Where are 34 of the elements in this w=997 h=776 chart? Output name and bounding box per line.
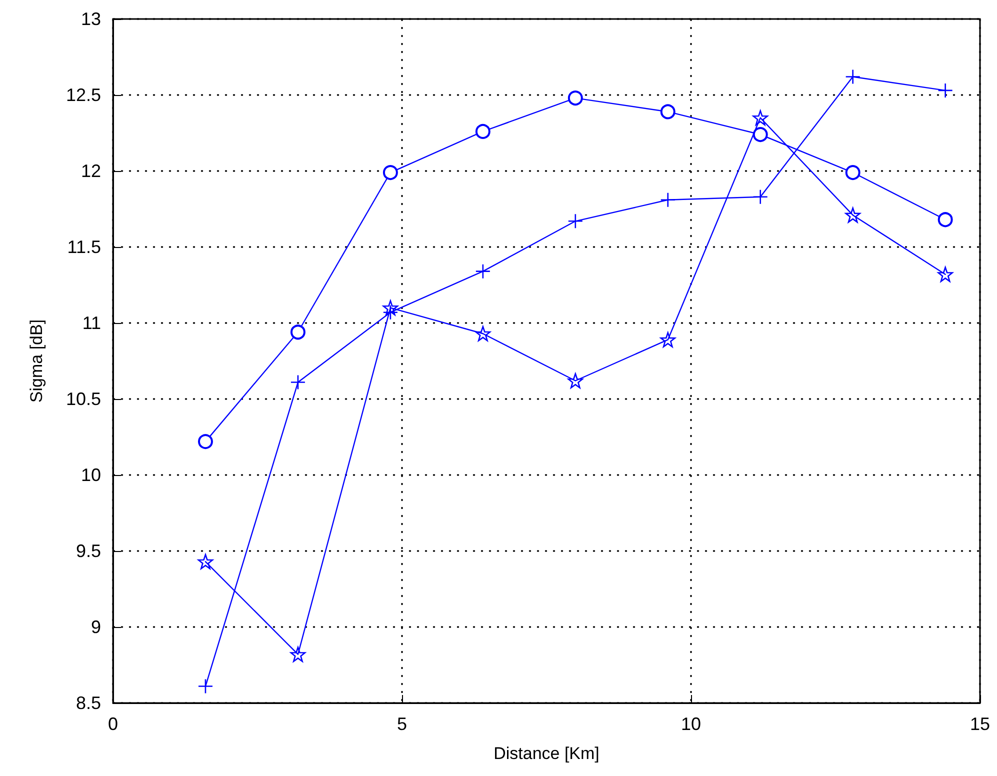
point: [660, 332, 676, 348]
point: [938, 212, 953, 228]
point: [290, 324, 306, 340]
y-tick-label: 9: [90, 617, 101, 637]
x-tick-label: 0: [108, 714, 118, 734]
point: [752, 110, 768, 126]
point: [382, 300, 398, 316]
y-tick-label: 11: [82, 313, 101, 333]
x-tick-label: 10: [680, 714, 702, 734]
point: [752, 127, 768, 142]
point: [845, 207, 860, 223]
y-tick-label: 12: [80, 161, 101, 181]
point: [198, 434, 213, 450]
y-axis-title: Sigma [dB]: [27, 319, 46, 403]
point: [660, 104, 676, 120]
y-tick-label: 8.5: [76, 693, 101, 713]
y-tick-label: 10.5: [66, 389, 101, 409]
y-tick-label: 12.5: [66, 85, 101, 105]
y-tick-label: 13: [80, 9, 101, 29]
y-tick-label: 11.5: [67, 237, 101, 257]
point: [938, 266, 953, 282]
point: [475, 124, 490, 139]
point: [198, 554, 214, 570]
y-tick-label: 10: [80, 465, 101, 485]
point: [475, 326, 491, 342]
point: [568, 90, 583, 106]
point: [568, 373, 584, 388]
x-tick-label: 5: [396, 714, 408, 734]
point: [382, 165, 398, 180]
x-tick-label: 15: [970, 714, 990, 734]
y-tick-label: 9.5: [76, 541, 101, 561]
point: [290, 646, 306, 662]
point: [845, 165, 860, 180]
x-axis-title: Distance [Km]: [494, 744, 600, 763]
